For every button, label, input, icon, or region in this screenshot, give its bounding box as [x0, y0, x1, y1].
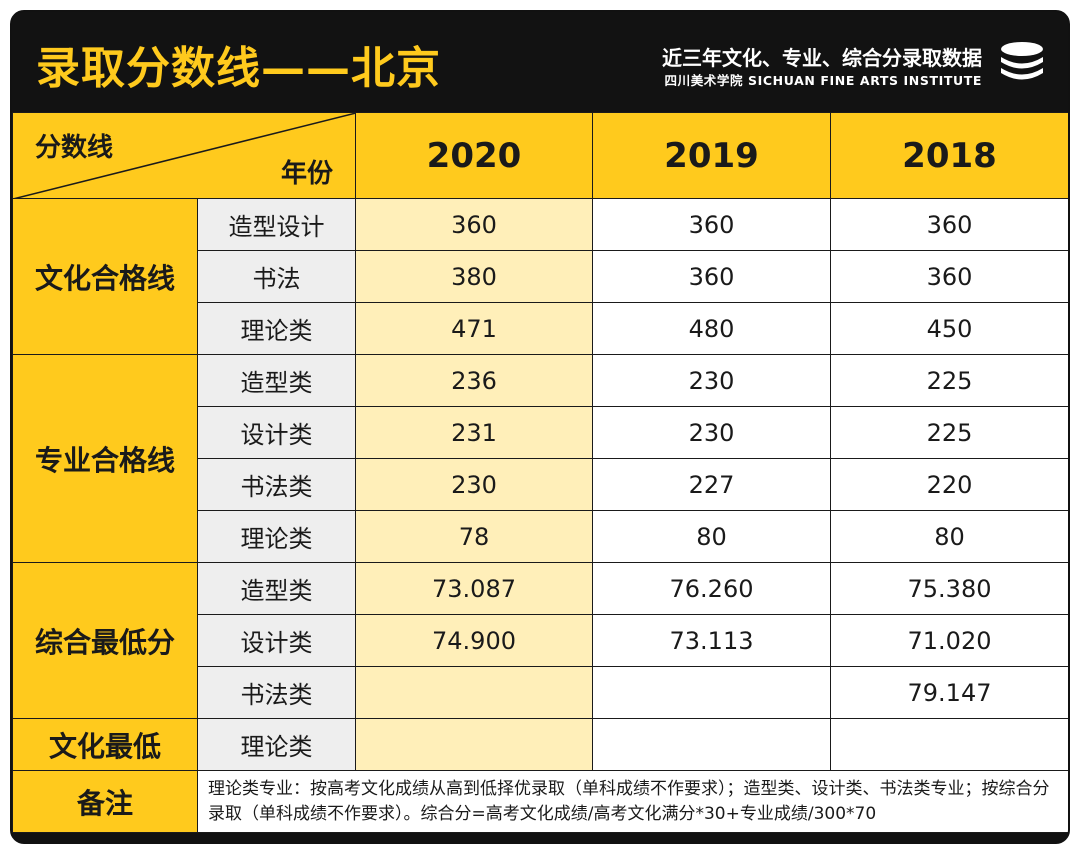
value-cell: 231 — [355, 406, 593, 459]
table-row: 设计类 231 230 225 — [13, 406, 1068, 459]
page-title: 录取分数线——北京 — [36, 43, 441, 94]
header-banner: 录取分数线——北京 近三年文化、专业、综合分录取数据 四川美术学院 SICHUA… — [12, 12, 1068, 112]
value-cell — [830, 718, 1068, 771]
value-cell: 360 — [355, 198, 593, 251]
value-cell: 80 — [592, 510, 831, 563]
table-row: 专业合格线 造型类 236 230 225 — [12, 354, 1068, 563]
group-label-culture-min: 文化最低 — [12, 718, 198, 771]
row-label: 书法类 — [197, 666, 356, 719]
row-label: 书法类 — [197, 458, 356, 511]
value-cell: 380 — [355, 250, 593, 303]
value-cell: 360 — [592, 198, 831, 251]
row-label: 理论类 — [197, 302, 356, 355]
notes-row: 备注 理论类专业：按高考文化成绩从高到低择优录取（单科成绩不作要求）；造型类、设… — [12, 770, 1068, 833]
table-row: 理论类 471 480 450 — [13, 302, 1068, 355]
row-label: 造型类 — [197, 562, 356, 615]
row-label: 造型类 — [197, 354, 356, 407]
value-cell — [355, 666, 593, 719]
table-row: 书法类 79.147 — [13, 666, 1068, 719]
table-row: 书法类 230 227 220 — [13, 458, 1068, 511]
value-cell: 74.900 — [355, 614, 593, 667]
row-label: 理论类 — [197, 718, 356, 771]
value-cell: 75.380 — [830, 562, 1068, 615]
group-label-composite-min: 综合最低分 — [12, 562, 198, 719]
value-cell: 360 — [830, 250, 1068, 303]
institute-name: 四川美术学院 SICHUAN FINE ARTS INSTITUTE — [664, 73, 982, 88]
score-table: 分数线 年份 2020 2019 2018 文化合格线 造型设计 360 360… — [12, 112, 1068, 833]
value-cell: 471 — [355, 302, 593, 355]
value-cell: 71.020 — [830, 614, 1068, 667]
row-label: 理论类 — [197, 510, 356, 563]
year-header-2018: 2018 — [830, 112, 1068, 199]
value-cell: 79.147 — [830, 666, 1068, 719]
value-cell: 230 — [592, 406, 831, 459]
value-cell: 450 — [830, 302, 1068, 355]
stacked-discs-logo-icon — [1001, 42, 1043, 80]
group-label-major-pass: 专业合格线 — [12, 354, 198, 563]
year-header-2019: 2019 — [592, 112, 831, 199]
value-cell: 230 — [355, 458, 593, 511]
value-cell: 230 — [592, 354, 831, 407]
row-label: 设计类 — [197, 614, 356, 667]
corner-header-cell: 分数线 年份 — [12, 112, 356, 199]
row-label: 设计类 — [197, 406, 356, 459]
notes-text: 理论类专业：按高考文化成绩从高到低择优录取（单科成绩不作要求）；造型类、设计类、… — [197, 770, 1068, 833]
table-row: 书法 380 360 360 — [13, 250, 1068, 303]
value-cell: 80 — [830, 510, 1068, 563]
notes-label: 备注 — [12, 770, 198, 833]
value-cell: 360 — [830, 198, 1068, 251]
value-cell: 480 — [592, 302, 831, 355]
header-row: 分数线 年份 2020 2019 2018 — [12, 112, 1068, 199]
table-row: 文化合格线 造型设计 360 360 360 — [12, 198, 1068, 355]
value-cell: 225 — [830, 354, 1068, 407]
value-cell: 78 — [355, 510, 593, 563]
corner-label-year: 年份 — [280, 159, 333, 189]
table-row: 综合最低分 造型类 73.087 76.260 75.380 — [12, 562, 1068, 719]
page-subtitle: 近三年文化、专业、综合分录取数据 — [662, 46, 982, 70]
value-cell: 236 — [355, 354, 593, 407]
value-cell: 360 — [592, 250, 831, 303]
row-label: 书法 — [197, 250, 356, 303]
value-cell: 227 — [592, 458, 831, 511]
row-label: 造型设计 — [197, 198, 356, 251]
table-row: 设计类 74.900 73.113 71.020 — [13, 614, 1068, 667]
value-cell: 76.260 — [592, 562, 831, 615]
value-cell: 225 — [830, 406, 1068, 459]
value-cell: 73.113 — [592, 614, 831, 667]
value-cell — [592, 666, 831, 719]
corner-label-score: 分数线 — [35, 133, 114, 163]
value-cell — [592, 718, 831, 771]
value-cell — [355, 718, 593, 771]
score-card: 录取分数线——北京 近三年文化、专业、综合分录取数据 四川美术学院 SICHUA… — [10, 10, 1070, 844]
table-row: 文化最低 理论类 — [12, 718, 1068, 771]
diagonal-divider — [15, 113, 355, 198]
table-row: 理论类 78 80 80 — [13, 510, 1068, 563]
value-cell: 220 — [830, 458, 1068, 511]
year-header-2020: 2020 — [355, 112, 593, 199]
value-cell: 73.087 — [355, 562, 593, 615]
group-label-culture-pass: 文化合格线 — [12, 198, 198, 355]
